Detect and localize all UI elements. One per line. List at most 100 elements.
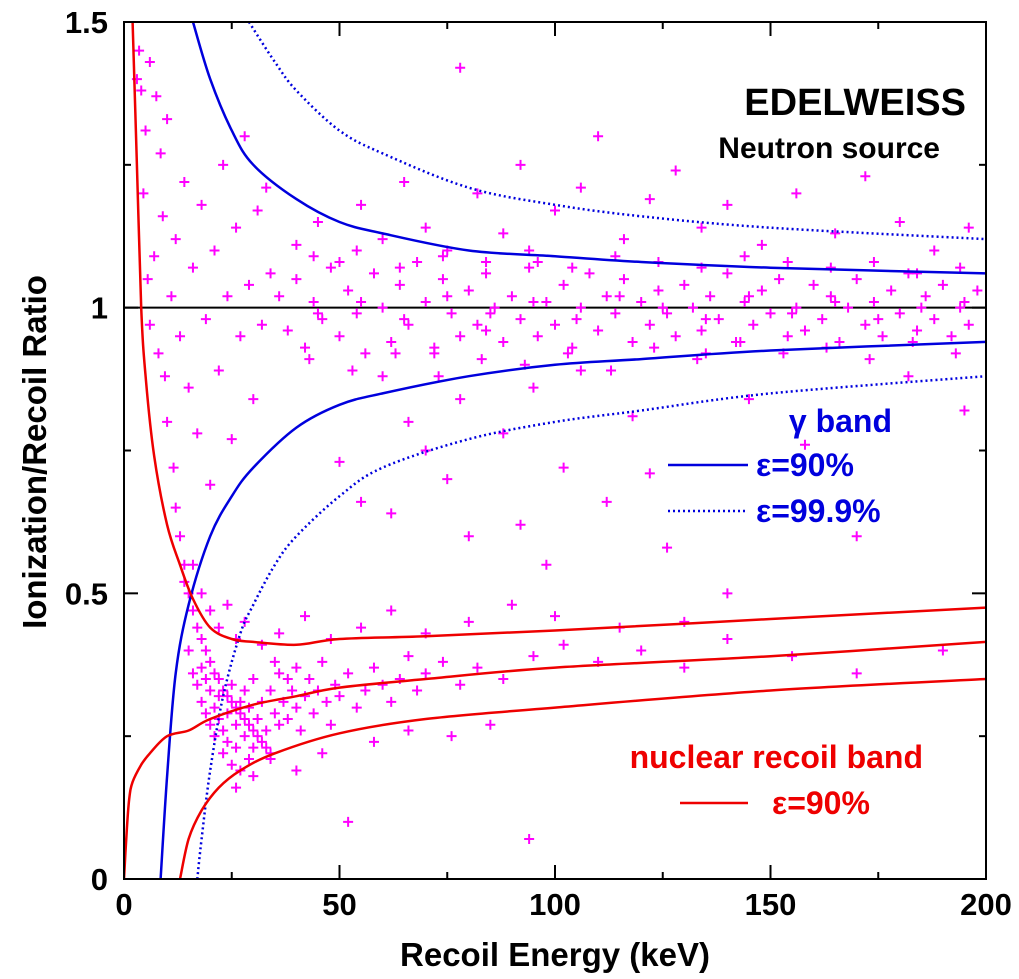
data-point xyxy=(222,691,233,702)
data-point xyxy=(213,622,224,633)
legend-gamma-title: γ band xyxy=(789,403,892,439)
data-point xyxy=(226,679,237,690)
nuclear-band-90-middle-curve xyxy=(124,640,986,879)
data-point xyxy=(476,354,487,365)
data-point xyxy=(144,319,155,330)
data-point xyxy=(300,611,311,622)
data-point xyxy=(151,91,162,102)
data-point xyxy=(437,251,448,262)
nuclear-band-90-upper-curve xyxy=(131,22,986,647)
data-point xyxy=(524,262,535,273)
data-point xyxy=(817,314,828,325)
legend-nuclear-title: nuclear recoil band xyxy=(630,739,923,775)
data-point xyxy=(524,834,535,845)
data-point xyxy=(429,342,440,353)
data-point xyxy=(256,736,267,747)
data-point xyxy=(231,719,242,730)
data-point xyxy=(222,736,233,747)
data-point xyxy=(446,308,457,319)
y-tick-label: 1 xyxy=(91,291,108,326)
data-point xyxy=(851,668,862,679)
data-point xyxy=(959,405,970,416)
data-point xyxy=(420,668,431,679)
data-point xyxy=(291,274,302,285)
data-point xyxy=(200,674,211,685)
data-point xyxy=(558,639,569,650)
data-point xyxy=(532,256,543,267)
data-point xyxy=(394,279,405,290)
data-point xyxy=(782,331,793,342)
data-point xyxy=(196,634,207,645)
data-point xyxy=(368,268,379,279)
data-point xyxy=(153,348,164,359)
data-point xyxy=(218,159,229,170)
data-point xyxy=(950,348,961,359)
data-point xyxy=(248,725,259,736)
data-point xyxy=(239,731,250,742)
data-point xyxy=(550,611,560,622)
data-point xyxy=(860,319,871,330)
data-point xyxy=(571,314,582,325)
data-point xyxy=(213,691,224,702)
data-point xyxy=(239,131,250,142)
data-point xyxy=(317,656,328,667)
data-point xyxy=(205,719,216,730)
data-point xyxy=(606,365,617,376)
data-point xyxy=(274,668,285,679)
data-point xyxy=(377,234,388,245)
data-point xyxy=(830,296,841,307)
data-point xyxy=(562,348,573,359)
data-point xyxy=(321,696,332,707)
data-point xyxy=(308,296,319,307)
data-point xyxy=(179,176,190,187)
data-point xyxy=(140,125,151,136)
data-point xyxy=(463,531,474,542)
data-point xyxy=(187,559,198,570)
data-point xyxy=(265,268,276,279)
data-point xyxy=(351,245,362,256)
data-point xyxy=(144,56,155,67)
data-point xyxy=(205,685,216,696)
data-point xyxy=(261,725,272,736)
data-point xyxy=(644,194,655,205)
data-point xyxy=(782,256,793,267)
data-point xyxy=(636,645,647,656)
data-point xyxy=(256,639,267,650)
data-point xyxy=(256,319,267,330)
y-axis-label: Ionization/Recoil Ratio xyxy=(16,275,53,629)
x-tick-label: 0 xyxy=(115,887,132,922)
data-point xyxy=(929,245,940,256)
data-point xyxy=(955,262,966,273)
data-point xyxy=(243,279,254,290)
data-point xyxy=(317,748,328,759)
data-point xyxy=(159,371,170,382)
data-point xyxy=(317,314,328,325)
data-point xyxy=(722,588,733,599)
data-point xyxy=(584,268,595,279)
data-point xyxy=(420,296,431,307)
data-point xyxy=(825,262,836,273)
axis-ticks-layer: 0 50 100 150 200 0 0.5 1 1.5 xyxy=(65,5,1012,922)
data-point xyxy=(205,656,216,667)
data-point xyxy=(205,605,216,616)
data-point xyxy=(575,302,586,313)
data-point xyxy=(593,325,604,336)
data-point xyxy=(235,696,246,707)
data-point xyxy=(877,331,888,342)
data-point xyxy=(903,371,914,382)
data-point xyxy=(455,679,466,690)
data-point xyxy=(657,302,668,313)
data-point xyxy=(334,691,345,702)
data-point xyxy=(860,171,871,182)
data-point xyxy=(218,748,229,759)
data-point xyxy=(601,291,612,302)
data-point xyxy=(170,502,181,513)
data-point xyxy=(662,308,673,319)
data-point xyxy=(485,719,496,730)
data-point xyxy=(356,496,367,507)
data-point xyxy=(334,456,345,467)
data-point xyxy=(377,302,388,313)
data-point xyxy=(403,319,414,330)
data-point xyxy=(343,816,354,827)
